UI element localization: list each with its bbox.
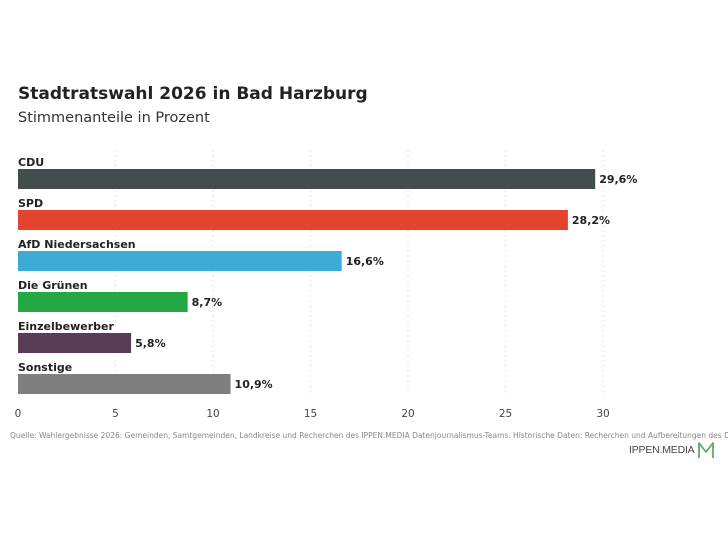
x-tick-label: 5 <box>112 408 119 420</box>
bar <box>18 210 568 230</box>
category-label: Sonstige <box>18 361 72 374</box>
x-axis-ticks: 0 5 10 15 20 25 30 <box>15 408 610 420</box>
logo-m-icon <box>698 442 715 458</box>
logo-text: IPPEN.MEDIA <box>629 444 695 456</box>
x-tick-label: 10 <box>206 408 219 420</box>
value-label: 16,6% <box>346 255 384 268</box>
bar-chart: CDU 29,6% SPD 28,2% AfD Niedersachsen 16,6% Di… <box>15 150 637 420</box>
category-label: CDU <box>18 156 44 169</box>
bars: CDU 29,6% SPD 28,2% AfD Niedersachsen 16,6% Di… <box>18 156 637 394</box>
category-label: Einzelbewerber <box>18 320 114 333</box>
bar <box>18 251 342 271</box>
category-label: Die Grünen <box>18 279 88 292</box>
value-label: 29,6% <box>599 173 637 186</box>
bar <box>18 333 132 353</box>
x-tick-label: 20 <box>401 408 414 420</box>
x-tick-label: 25 <box>499 408 512 420</box>
x-tick-label: 30 <box>596 408 609 420</box>
value-label: 5,8% <box>135 337 166 350</box>
value-label: 8,7% <box>192 296 223 309</box>
gridlines <box>115 150 604 396</box>
publisher-logo: IPPEN.MEDIA <box>629 441 715 459</box>
chart-subtitle: Stimmenanteile in Prozent <box>18 110 210 126</box>
value-label: 28,2% <box>572 214 610 227</box>
bar <box>18 292 188 312</box>
x-tick-label: 15 <box>304 408 317 420</box>
category-label: AfD Niedersachsen <box>18 238 136 251</box>
x-tick-label: 0 <box>15 408 22 420</box>
bar <box>18 169 596 189</box>
value-label: 10,9% <box>235 378 273 391</box>
chart-title: Stadtratswahl 2026 in Bad Harzburg <box>18 84 368 104</box>
category-label: SPD <box>18 197 43 210</box>
source-note: Quelle: Wahlergebnisse 2026: Gemeinden, … <box>10 431 728 440</box>
bar <box>18 374 231 394</box>
